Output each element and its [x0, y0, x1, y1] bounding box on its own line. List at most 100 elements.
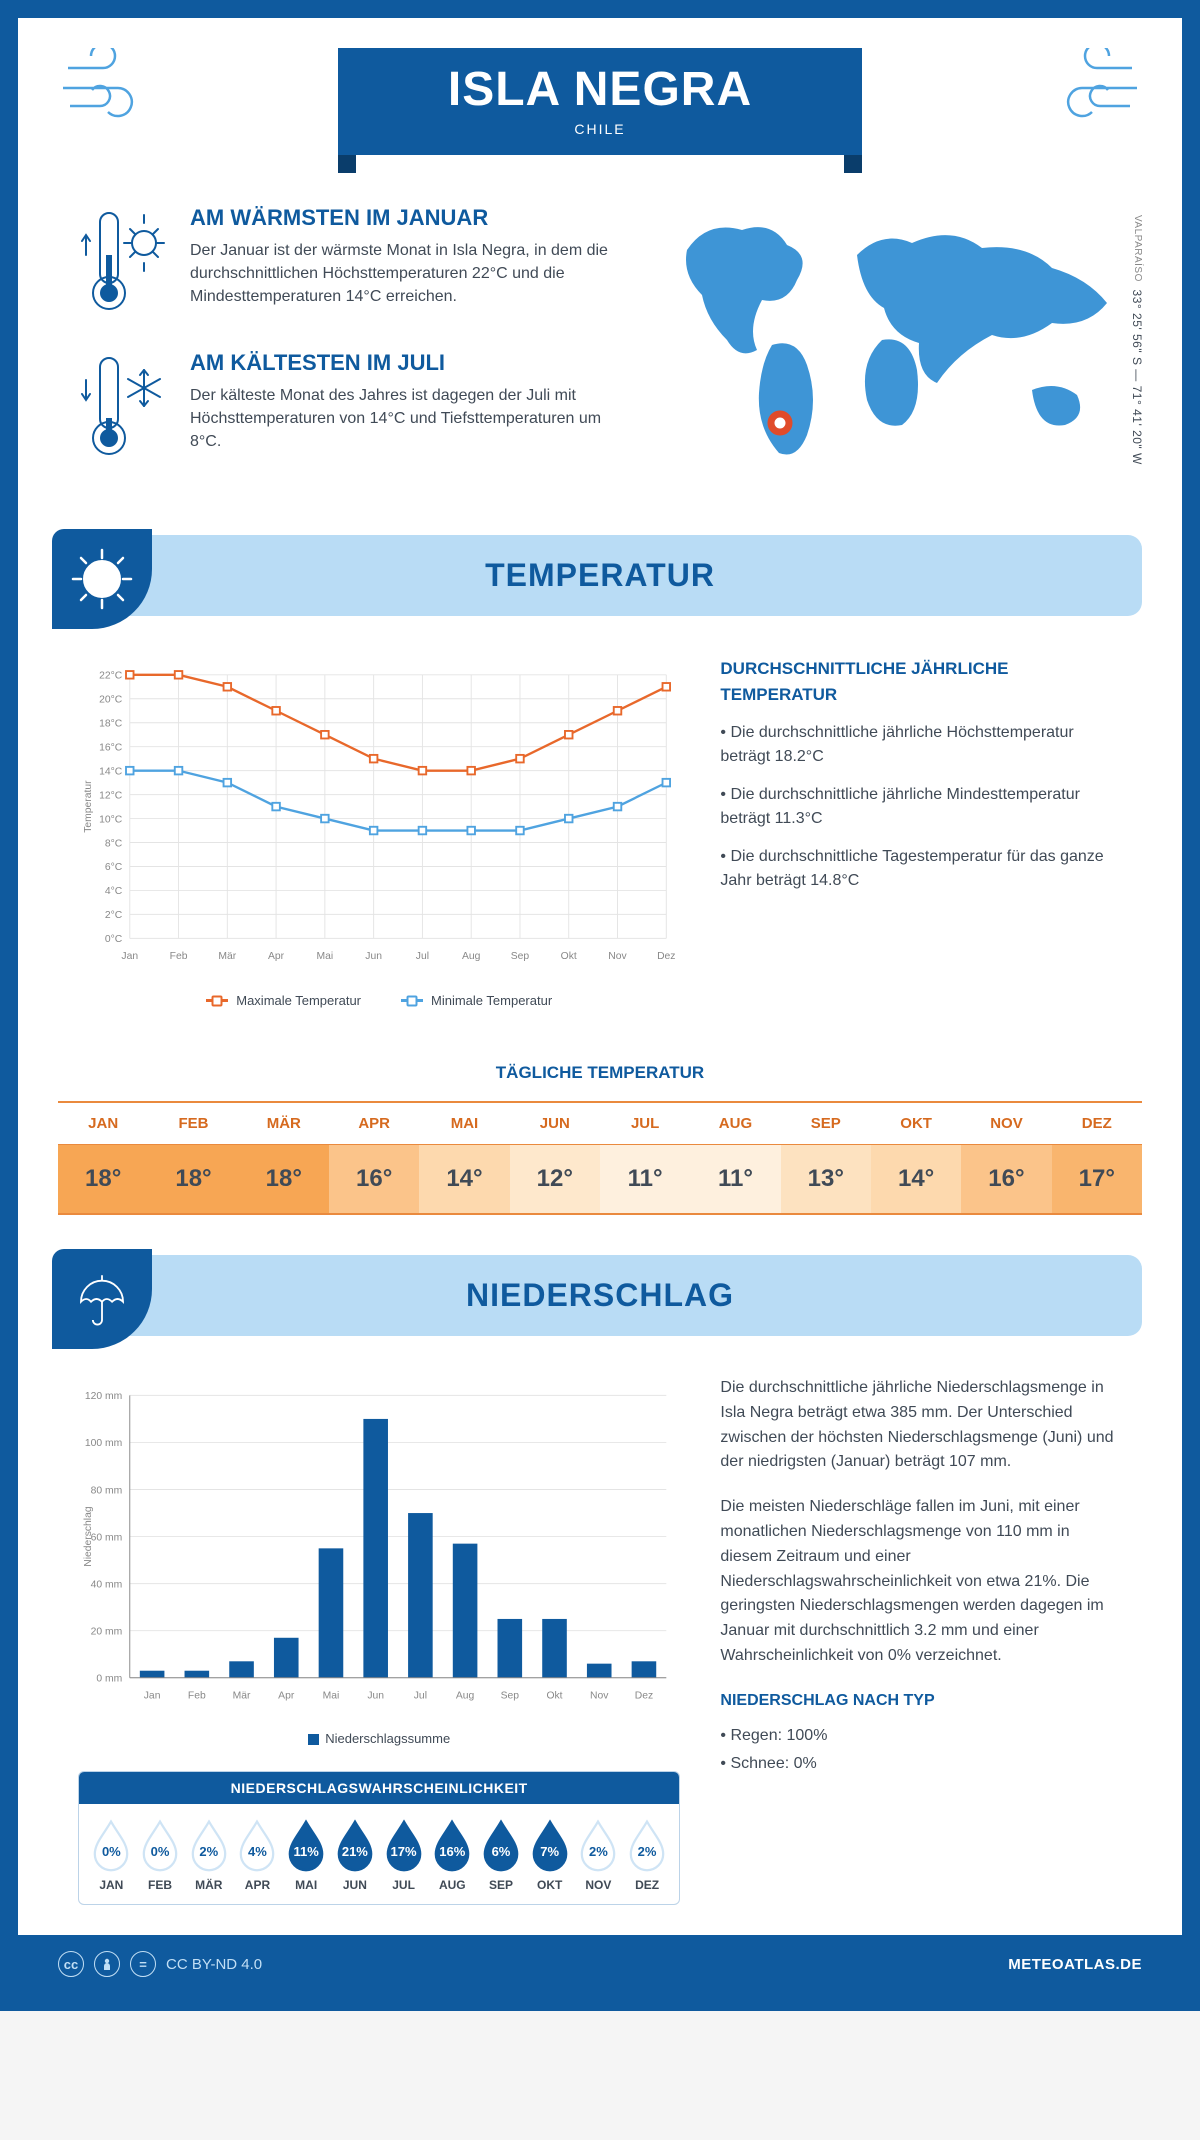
svg-text:Aug: Aug	[462, 951, 481, 962]
svg-text:Jul: Jul	[414, 1690, 427, 1701]
precipitation-title: NIEDERSCHLAG	[88, 1277, 1112, 1314]
precipitation-chart: 0 mm20 mm40 mm60 mm80 mm100 mm120 mmJanF…	[78, 1376, 680, 1746]
warmest-title: AM WÄRMSTEN IM JANUAR	[190, 205, 612, 231]
probability-drop: 0%FEB	[136, 1818, 185, 1892]
probability-drop: 11%MAI	[282, 1818, 331, 1892]
precipitation-banner: NIEDERSCHLAG	[58, 1255, 1142, 1336]
svg-text:60 mm: 60 mm	[91, 1532, 123, 1543]
probability-drop: 0%JAN	[87, 1818, 136, 1892]
umbrella-icon	[52, 1249, 152, 1349]
coldest-text: Der kälteste Monat des Jahres ist dagege…	[190, 384, 612, 454]
svg-text:14°C: 14°C	[99, 766, 123, 777]
svg-text:6°C: 6°C	[105, 862, 123, 873]
probability-drop: 21%JUN	[331, 1818, 380, 1892]
probability-drop: 16%AUG	[428, 1818, 477, 1892]
daily-temp-cell: JUL11°	[600, 1103, 690, 1213]
svg-text:Okt: Okt	[561, 951, 577, 962]
coordinates: VALPARAÍSO 33° 25' 56" S — 71° 41' 20" W	[1130, 215, 1144, 465]
svg-text:22°C: 22°C	[99, 671, 123, 682]
probability-drop: 2%NOV	[574, 1818, 623, 1892]
title-ribbon: ISLA NEGRA CHILE	[338, 48, 862, 155]
precipitation-probability: NIEDERSCHLAGSWAHRSCHEINLICHKEIT 0%JAN0%F…	[78, 1771, 680, 1905]
warmest-fact: AM WÄRMSTEN IM JANUAR Der Januar ist der…	[78, 205, 612, 320]
probability-drop: 2%MÄR	[184, 1818, 233, 1892]
svg-text:Aug: Aug	[456, 1690, 475, 1701]
thermometer-cold-icon	[78, 350, 168, 465]
svg-text:Okt: Okt	[546, 1690, 562, 1701]
probability-drop: 2%DEZ	[623, 1818, 672, 1892]
daily-temp-cell: FEB18°	[148, 1103, 238, 1213]
probability-drop: 7%OKT	[525, 1818, 574, 1892]
svg-text:Mär: Mär	[233, 1690, 251, 1701]
svg-text:Nov: Nov	[590, 1690, 609, 1701]
svg-text:Temperatur: Temperatur	[83, 780, 94, 833]
brand: METEOATLAS.DE	[1008, 1956, 1142, 1973]
svg-text:Sep: Sep	[511, 951, 530, 962]
svg-text:Feb: Feb	[188, 1690, 206, 1701]
summary-row: AM WÄRMSTEN IM JANUAR Der Januar ist der…	[18, 165, 1182, 525]
coldest-fact: AM KÄLTESTEN IM JULI Der kälteste Monat …	[78, 350, 612, 465]
svg-text:10°C: 10°C	[99, 814, 123, 825]
svg-text:8°C: 8°C	[105, 838, 123, 849]
daily-temp-cell: JAN18°	[58, 1103, 148, 1213]
coldest-title: AM KÄLTESTEN IM JULI	[190, 350, 612, 376]
wind-icon	[1042, 48, 1142, 128]
svg-text:Apr: Apr	[268, 951, 285, 962]
svg-text:2°C: 2°C	[105, 910, 123, 921]
header: ISLA NEGRA CHILE	[18, 18, 1182, 165]
svg-text:Jun: Jun	[367, 1690, 384, 1701]
world-map: VALPARAÍSO 33° 25' 56" S — 71° 41' 20" W	[652, 205, 1122, 470]
svg-text:Jun: Jun	[365, 951, 382, 962]
svg-text:40 mm: 40 mm	[91, 1579, 123, 1590]
location-title: ISLA NEGRA	[448, 62, 752, 117]
nd-icon: =	[130, 1951, 156, 1977]
svg-text:Feb: Feb	[170, 951, 188, 962]
svg-text:Apr: Apr	[278, 1690, 295, 1701]
svg-text:Mär: Mär	[218, 951, 236, 962]
sun-icon	[52, 529, 152, 629]
daily-temp-cell: NOV16°	[961, 1103, 1051, 1213]
daily-temp-cell: MAI14°	[419, 1103, 509, 1213]
daily-temp-cell: APR16°	[329, 1103, 419, 1213]
svg-text:Jan: Jan	[144, 1690, 161, 1701]
location-country: CHILE	[448, 121, 752, 137]
svg-text:Sep: Sep	[501, 1690, 520, 1701]
cc-icon: cc	[58, 1951, 84, 1977]
by-icon	[94, 1951, 120, 1977]
daily-temp-cell: DEZ17°	[1052, 1103, 1142, 1213]
warmest-text: Der Januar ist der wärmste Monat in Isla…	[190, 239, 612, 309]
svg-text:0°C: 0°C	[105, 934, 123, 945]
svg-text:Mai: Mai	[323, 1690, 340, 1701]
probability-drop: 17%JUL	[379, 1818, 428, 1892]
svg-text:0 mm: 0 mm	[96, 1674, 122, 1685]
wind-icon	[58, 48, 158, 128]
license: cc = CC BY-ND 4.0	[58, 1951, 262, 1977]
daily-temp-cell: JUN12°	[510, 1103, 600, 1213]
svg-text:Dez: Dez	[635, 1690, 653, 1701]
svg-text:16°C: 16°C	[99, 742, 123, 753]
daily-temp-cell: OKT14°	[871, 1103, 961, 1213]
svg-text:18°C: 18°C	[99, 718, 123, 729]
footer: cc = CC BY-ND 4.0 METEOATLAS.DE	[18, 1935, 1182, 1993]
svg-text:12°C: 12°C	[99, 790, 123, 801]
svg-text:80 mm: 80 mm	[91, 1485, 123, 1496]
svg-text:20 mm: 20 mm	[91, 1626, 123, 1637]
svg-text:Jul: Jul	[416, 951, 429, 962]
temperature-banner: TEMPERATUR	[58, 535, 1142, 616]
probability-drop: 4%APR	[233, 1818, 282, 1892]
svg-text:4°C: 4°C	[105, 886, 123, 897]
svg-text:Niederschlag: Niederschlag	[83, 1506, 94, 1567]
temperature-summary: DURCHSCHNITTLICHE JÄHRLICHE TEMPERATUR •…	[720, 656, 1122, 1008]
svg-text:20°C: 20°C	[99, 695, 123, 706]
svg-text:Jan: Jan	[121, 951, 138, 962]
precipitation-summary: Die durchschnittliche jährliche Niedersc…	[720, 1376, 1122, 1905]
daily-temp-cell: MÄR18°	[239, 1103, 329, 1213]
daily-temp-cell: AUG11°	[690, 1103, 780, 1213]
temperature-title: TEMPERATUR	[88, 557, 1112, 594]
daily-temp-table: JAN18°FEB18°MÄR18°APR16°MAI14°JUN12°JUL1…	[58, 1101, 1142, 1215]
svg-text:120 mm: 120 mm	[85, 1391, 122, 1402]
svg-text:Nov: Nov	[608, 951, 627, 962]
daily-temp-title: TÄGLICHE TEMPERATUR	[18, 1063, 1182, 1083]
thermometer-hot-icon	[78, 205, 168, 320]
temperature-chart: 0°C 2°C 4°C 6°C 8°C 10°C 12°C 14°C 16°C 18°C 20°C 2…	[78, 656, 680, 1008]
